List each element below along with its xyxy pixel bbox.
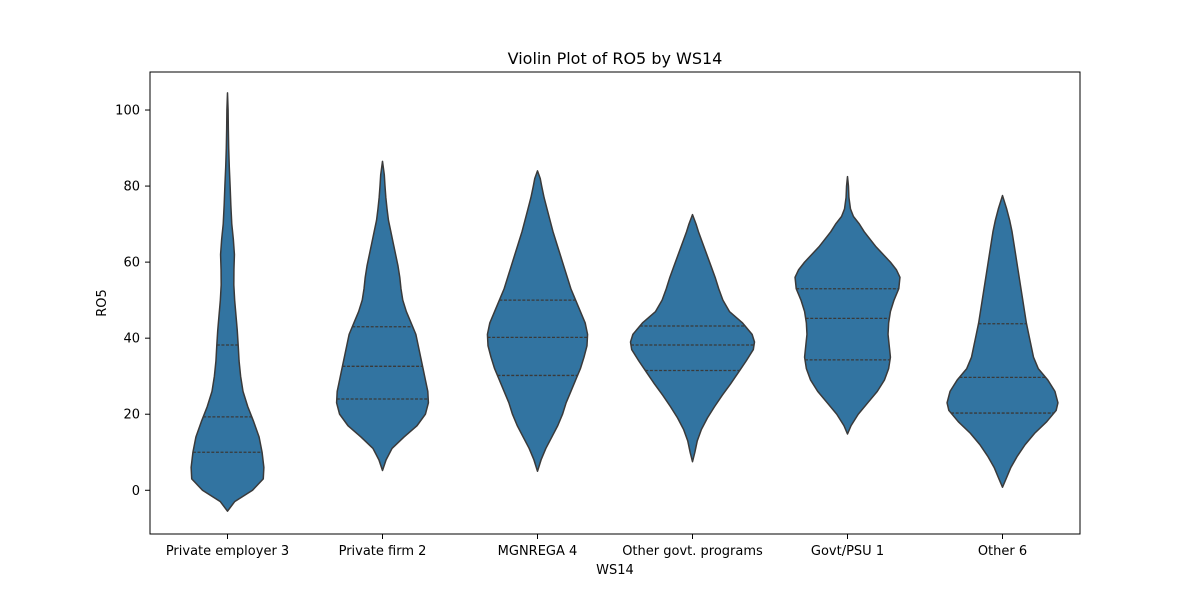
violin-govt-psu-1 xyxy=(794,175,901,435)
violin-body xyxy=(946,194,1059,488)
y-tick-label: 20 xyxy=(123,408,140,423)
y-tick-label: 0 xyxy=(132,484,140,499)
violin-private-employer-3 xyxy=(190,92,265,512)
y-tick-label: 60 xyxy=(123,256,140,271)
plot-area-frame xyxy=(149,71,1081,535)
x-tick-label: MGNREGA 4 xyxy=(498,544,578,559)
x-tick-label: Other govt. programs xyxy=(622,544,763,559)
violin-mgnrega-4 xyxy=(486,170,589,473)
x-tick-label: Other 6 xyxy=(978,544,1027,559)
violin-body xyxy=(629,213,756,463)
y-tick-label: 100 xyxy=(115,104,140,119)
x-tick-label: Private firm 2 xyxy=(339,544,427,559)
violin-body xyxy=(486,170,589,473)
x-axis-label: WS14 xyxy=(596,563,634,578)
x-tick-label: Private employer 3 xyxy=(166,544,289,559)
violin-body xyxy=(794,175,901,435)
violins-layer xyxy=(190,92,1059,512)
y-tick-label: 80 xyxy=(123,180,140,195)
y-axis-label: RO5 xyxy=(95,289,110,317)
axes-layer: 0 20 40 60 80 100 Private employer 3 Private fi… xyxy=(115,104,1027,559)
violin-private-firm-2 xyxy=(335,160,430,472)
violin-body xyxy=(190,92,265,512)
violin-body xyxy=(335,160,430,472)
violin-other-govt-programs xyxy=(629,213,756,463)
chart-title: Violin Plot of RO5 by WS14 xyxy=(508,49,723,68)
y-tick-label: 40 xyxy=(123,332,140,347)
violin-other-6 xyxy=(946,194,1059,488)
x-tick-label: Govt/PSU 1 xyxy=(811,544,884,559)
